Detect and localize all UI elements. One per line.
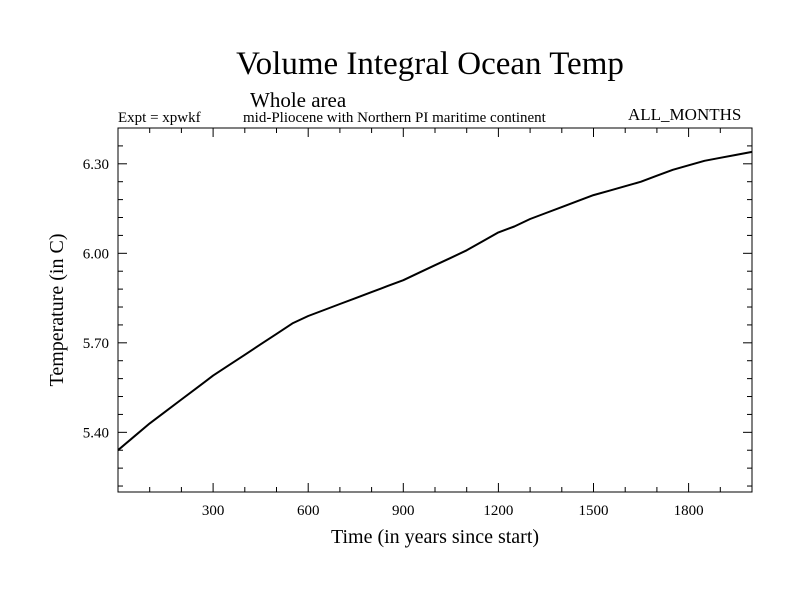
chart-title: Volume Integral Ocean Temp — [236, 46, 624, 82]
x-tick-label: 300 — [202, 503, 225, 519]
x-tick-label: 900 — [392, 503, 415, 519]
x-tick-label: 1800 — [674, 503, 704, 519]
plot-frame — [117, 127, 753, 493]
months-label: ALL_MONTHS — [628, 105, 742, 124]
y-tick-label: 6.30 — [83, 157, 109, 173]
x-axis-label: Time (in years since start) — [331, 526, 539, 548]
y-tick-label: 6.00 — [83, 246, 109, 262]
x-tick-label: 1500 — [579, 503, 609, 519]
x-tick-label: 600 — [297, 503, 320, 519]
y-axis-label: Temperature (in C) — [46, 234, 68, 387]
chart-subtitle: Whole area — [250, 88, 347, 112]
y-tick-label: 5.40 — [83, 425, 109, 441]
x-tick-label: 1200 — [483, 503, 513, 519]
experiment-description: mid-Pliocene with Northern PI maritime c… — [243, 110, 546, 126]
series-line — [117, 150, 753, 451]
experiment-label: Expt = xpwkf — [118, 110, 201, 126]
y-tick-label: 5.70 — [83, 336, 109, 352]
